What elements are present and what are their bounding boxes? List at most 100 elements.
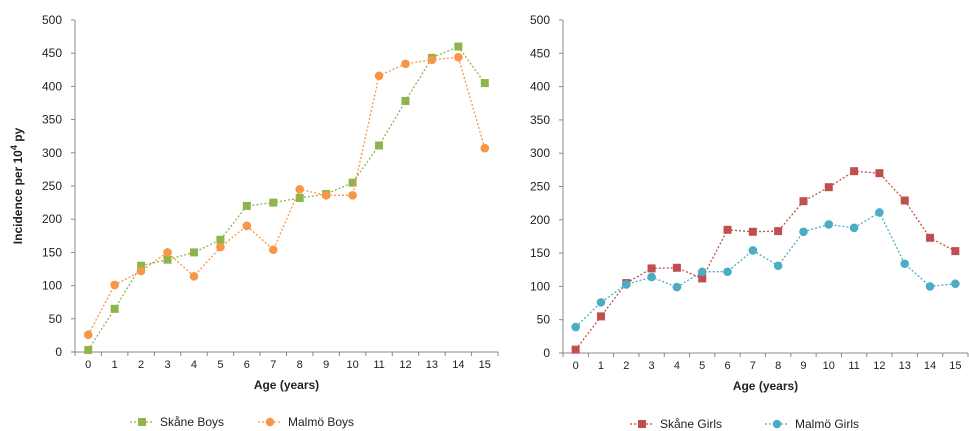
- data-point: [374, 71, 384, 81]
- data-point: [951, 279, 960, 289]
- series-line-sk-ne-boys: [87, 45, 486, 351]
- data-point: [427, 55, 437, 65]
- data-point: [136, 266, 146, 276]
- y-tick-label: 300: [42, 146, 62, 160]
- y-tick-label: 200: [42, 212, 62, 226]
- data-point: [698, 274, 707, 283]
- y-tick-label: 150: [530, 246, 550, 260]
- x-tick-label: 5: [699, 360, 705, 372]
- data-point: [401, 59, 410, 69]
- legend-label: Skåne Girls: [660, 417, 722, 431]
- x-tick-label: 2: [623, 360, 629, 372]
- data-point: [875, 208, 884, 217]
- x-tick-label: 14: [452, 359, 464, 371]
- data-point: [824, 183, 833, 192]
- data-point: [647, 264, 656, 273]
- y-tick-label: 50: [537, 313, 551, 327]
- y-tick-label: 400: [530, 80, 550, 94]
- legend-label: Malmö Boys: [288, 415, 354, 429]
- legend-marker: [138, 418, 146, 426]
- y-tick-label: 300: [530, 146, 550, 160]
- data-point: [571, 322, 580, 332]
- x-axis-title: Age (years): [254, 378, 319, 392]
- data-point: [216, 235, 225, 244]
- y-tick-label: 450: [42, 46, 62, 60]
- x-tick-label: 6: [244, 359, 250, 371]
- data-point: [774, 227, 783, 236]
- x-tick-label: 2: [138, 359, 144, 371]
- data-point: [110, 304, 119, 313]
- data-point: [647, 272, 656, 282]
- data-point: [900, 196, 909, 205]
- y-axis-title-sup: 4: [9, 145, 19, 150]
- legend-item: Skåne Girls: [630, 417, 722, 431]
- x-tick-label: 7: [750, 360, 756, 372]
- y-tick-label: 500: [42, 13, 62, 27]
- y-axis-title-tail: py: [11, 127, 25, 145]
- y-tick-label: 50: [49, 312, 63, 326]
- data-point: [596, 312, 605, 321]
- x-tick-label: 11: [373, 359, 384, 371]
- y-tick-label: 350: [42, 113, 62, 127]
- legend-label: Skåne Boys: [160, 415, 224, 429]
- x-tick-label: 9: [800, 360, 806, 372]
- x-tick-label: 15: [949, 360, 961, 372]
- data-point: [454, 42, 463, 51]
- data-point: [773, 261, 783, 271]
- data-point: [454, 52, 463, 62]
- x-tick-label: 8: [775, 360, 781, 372]
- x-tick-label: 13: [426, 359, 438, 371]
- y-tick-label: 100: [42, 279, 62, 293]
- series-line-malm-girls: [575, 211, 956, 328]
- x-tick-label: 12: [873, 360, 885, 372]
- data-point: [189, 272, 199, 281]
- data-point: [242, 221, 252, 231]
- data-point: [83, 330, 93, 340]
- x-tick-label: 8: [297, 359, 303, 371]
- legend-item: Skåne Boys: [130, 415, 224, 429]
- x-tick-label: 3: [649, 360, 655, 372]
- x-tick-label: 12: [399, 359, 411, 371]
- x-tick-label: 4: [674, 360, 680, 372]
- data-point: [799, 197, 808, 206]
- data-point: [480, 143, 490, 153]
- data-point: [189, 248, 198, 257]
- legend-marker: [772, 419, 782, 429]
- y-tick-label: 250: [530, 180, 550, 194]
- data-point: [875, 169, 884, 178]
- legend-item: Malmö Boys: [258, 415, 354, 429]
- data-point: [216, 242, 225, 252]
- y-tick-label: 0: [543, 346, 550, 360]
- y-tick-label: 150: [42, 245, 62, 259]
- x-tick-label: 9: [323, 359, 329, 371]
- data-point: [900, 259, 910, 269]
- y-tick-label: 500: [530, 13, 550, 27]
- x-tick-label: 15: [479, 359, 491, 371]
- data-point: [480, 79, 489, 88]
- y-tick-label: 200: [530, 213, 550, 227]
- data-point: [268, 245, 278, 255]
- data-point: [163, 248, 172, 257]
- data-point: [925, 282, 935, 291]
- series-line-sk-ne-girls: [575, 170, 956, 351]
- data-point: [348, 190, 357, 200]
- x-tick-label: 10: [823, 360, 835, 372]
- data-point: [596, 298, 606, 307]
- data-point: [375, 141, 384, 150]
- data-point: [571, 345, 580, 354]
- data-point: [824, 220, 834, 229]
- x-tick-label: 1: [598, 360, 604, 372]
- data-point: [672, 263, 681, 272]
- x-axis-title: Age (years): [733, 379, 798, 393]
- y-tick-label: 250: [42, 179, 62, 193]
- x-tick-label: 13: [899, 360, 911, 372]
- data-point: [850, 167, 859, 176]
- data-point: [84, 346, 93, 355]
- x-tick-label: 0: [85, 359, 91, 371]
- legend-item: Malmö Girls: [765, 417, 859, 431]
- data-point: [723, 267, 732, 277]
- y-tick-label: 450: [530, 46, 550, 60]
- y-axis-title: Incidence per 104 py: [9, 127, 25, 244]
